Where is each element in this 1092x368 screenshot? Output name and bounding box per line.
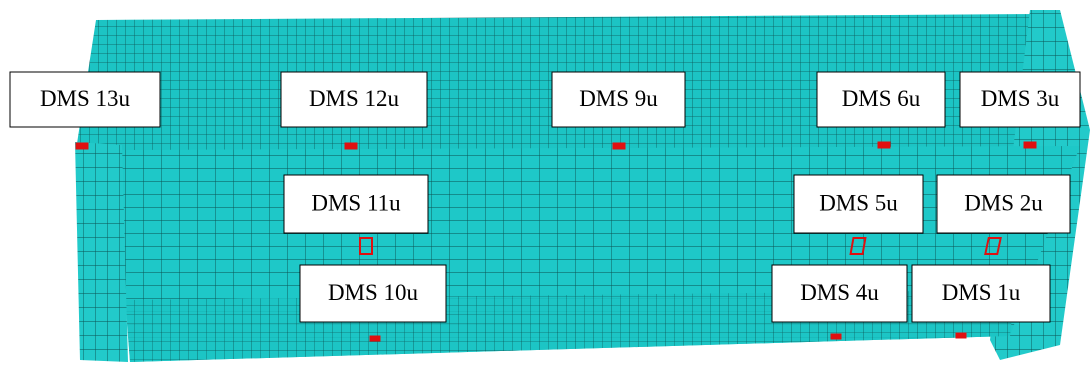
marker: [76, 143, 88, 149]
strain-gauge-label: DMS 6u: [842, 86, 921, 111]
strain-gauge-label: DMS 4u: [800, 280, 879, 305]
marker: [345, 143, 357, 149]
strain-gauge-label: DMS 13u: [40, 86, 131, 111]
fe-model: DMS 13u DMS 12u DMS 9u DMS 6u DMS 3u DMS 11u D…: [0, 0, 1092, 368]
left-plate: [75, 142, 128, 362]
strain-gauge-label: DMS 2u: [964, 190, 1043, 215]
marker: [878, 142, 890, 148]
strain-gauge-label: DMS 9u: [579, 86, 658, 111]
strain-gauge-label: DMS 11u: [311, 190, 401, 215]
page: DMS 13u DMS 12u DMS 9u DMS 6u DMS 3u DMS 11u D…: [0, 0, 1092, 368]
marker: [831, 334, 841, 339]
marker: [370, 336, 380, 341]
strain-gauge-label: DMS 5u: [819, 190, 898, 215]
strain-gauge-label: DMS 10u: [328, 280, 419, 305]
strain-gauge-label: DMS 1u: [942, 280, 1021, 305]
marker: [956, 333, 966, 338]
strain-gauge-label: DMS 12u: [309, 86, 400, 111]
strain-gauge-label: DMS 3u: [981, 86, 1060, 111]
marker: [613, 143, 625, 149]
marker: [1024, 142, 1036, 148]
